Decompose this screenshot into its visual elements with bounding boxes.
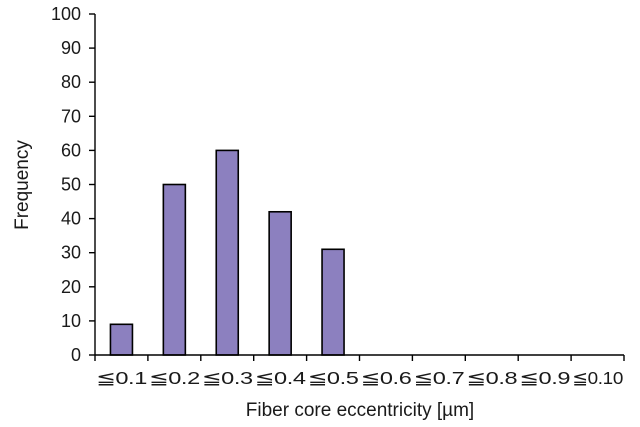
y-tick-label: 50	[61, 175, 81, 195]
y-tick-label: 80	[61, 72, 81, 92]
y-tick-label: 0	[71, 345, 81, 365]
y-tick-label: 20	[61, 277, 81, 297]
x-axis-title: Fiber core eccentricity [µm]	[246, 400, 474, 421]
bar-2	[162, 183, 187, 356]
bar-1	[109, 323, 134, 356]
bar-4	[268, 210, 292, 356]
y-tick-label: 40	[61, 209, 81, 229]
x-ticks-group: ≦0.1 ≦0.2 ≦0.3 ≦0.4 ≦0.5 ≦0.6 ≦0.7 ≦0.8 ≦0.9 ≦0.1…	[94, 355, 625, 388]
x-tick-label: ≦0.9	[519, 368, 570, 388]
y-tick-label: 100	[51, 4, 81, 24]
x-tick-label: ≦0.7	[413, 368, 464, 388]
y-tick-label: 30	[61, 243, 81, 263]
y-ticks-group: 0 10 20 30 40 50 60 70 80 90 100	[51, 4, 95, 365]
x-tick-label: ≦0.3	[202, 368, 253, 388]
y-tick-label: 90	[61, 38, 81, 58]
x-tick-label: ≦0.2	[149, 368, 200, 388]
bars-group	[109, 149, 345, 356]
y-tick-label: 60	[61, 140, 81, 160]
bar-5	[321, 248, 345, 356]
x-tick-label: ≦0.10	[572, 368, 623, 388]
x-tick-label: ≦0.6	[361, 368, 412, 388]
y-tick-label: 10	[61, 311, 81, 331]
x-tick-label: ≦0.1	[96, 368, 147, 388]
y-axis-title: Frequency	[12, 140, 33, 230]
x-tick-label: ≦0.5	[308, 368, 359, 388]
bar-3	[215, 149, 240, 356]
x-tick-label: ≦0.4	[255, 368, 307, 388]
x-tick-label: ≦0.8	[466, 368, 517, 388]
y-tick-label: 70	[61, 106, 81, 126]
